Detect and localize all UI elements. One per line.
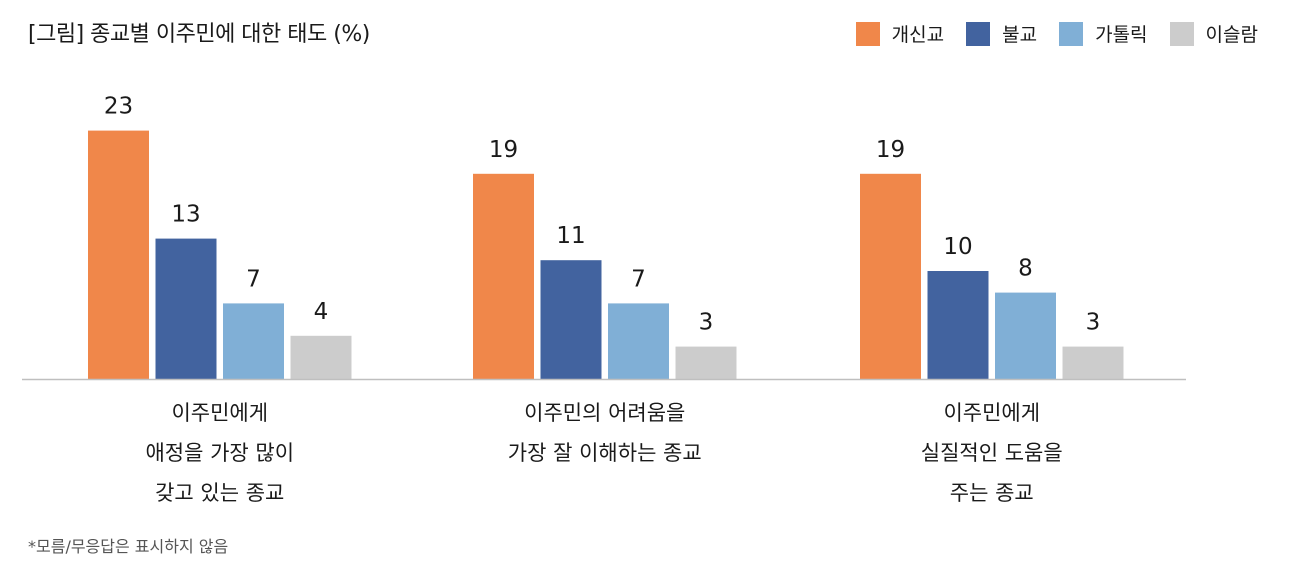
legend: 개신교 불교 가톨릭 이슬람 xyxy=(855,20,1258,47)
category-label-line: 갖고 있는 종교 xyxy=(155,481,284,505)
bar-catholic-3 xyxy=(995,292,1056,379)
legend-label-buddhism: 불교 xyxy=(1002,24,1038,46)
value-label-buddhism-1: 13 xyxy=(171,202,200,228)
legend-item-buddhism: 불교 xyxy=(966,20,1037,47)
value-label-buddhism-3: 10 xyxy=(943,234,972,260)
legend-label-protestant: 개신교 xyxy=(891,24,945,46)
value-label-catholic-3: 8 xyxy=(1018,256,1033,282)
bar-protestant-3 xyxy=(860,173,921,379)
value-label-catholic-1: 7 xyxy=(246,266,261,292)
value-label-islam-2: 3 xyxy=(699,310,714,336)
chart-title: [그림] 종교별 이주민에 대한 태도 (%) xyxy=(28,22,370,47)
bar-catholic-2 xyxy=(608,303,669,379)
category-label-line: 이주민에게 xyxy=(171,401,268,425)
bar-buddhism-2 xyxy=(540,260,602,379)
footnote: *모름/무응답은 표시하지 않음 xyxy=(28,537,229,556)
bar-buddhism-1 xyxy=(155,238,217,379)
legend-label-islam: 이슬람 xyxy=(1205,24,1258,46)
bar-islam-3 xyxy=(1062,346,1124,379)
category-label-line: 이주민에게 xyxy=(943,401,1040,425)
value-label-protestant-2: 19 xyxy=(489,137,518,163)
bar-buddhism-3 xyxy=(927,271,989,379)
bar-islam-2 xyxy=(675,346,737,379)
legend-label-catholic: 가톨릭 xyxy=(1095,24,1148,46)
category-label-line: 이주민의 어려움을 xyxy=(524,401,685,425)
legend-swatch-catholic xyxy=(1059,21,1084,46)
legend-swatch-buddhism xyxy=(966,21,991,46)
legend-swatch-protestant xyxy=(855,21,880,46)
value-label-catholic-2: 7 xyxy=(631,266,646,292)
bar-catholic-1 xyxy=(223,303,284,379)
bar-islam-1 xyxy=(290,335,352,379)
value-label-protestant-3: 19 xyxy=(876,137,905,163)
value-label-islam-3: 3 xyxy=(1086,310,1101,336)
bar-protestant-1 xyxy=(88,130,149,379)
category-label-line: 주는 종교 xyxy=(950,481,1034,505)
bar-protestant-2 xyxy=(473,173,534,379)
value-label-islam-1: 4 xyxy=(314,299,329,325)
legend-swatch-islam xyxy=(1169,21,1194,46)
legend-item-islam: 이슬람 xyxy=(1169,20,1258,47)
legend-item-protestant: 개신교 xyxy=(855,20,945,47)
value-label-buddhism-2: 11 xyxy=(556,223,585,249)
legend-item-catholic: 가톨릭 xyxy=(1059,20,1148,47)
category-label-line: 가장 잘 이해하는 종교 xyxy=(508,441,702,465)
category-label-line: 실질적인 도움을 xyxy=(921,441,1063,465)
category-label-line: 애정을 가장 많이 xyxy=(145,441,294,465)
value-label-protestant-1: 23 xyxy=(104,94,133,120)
